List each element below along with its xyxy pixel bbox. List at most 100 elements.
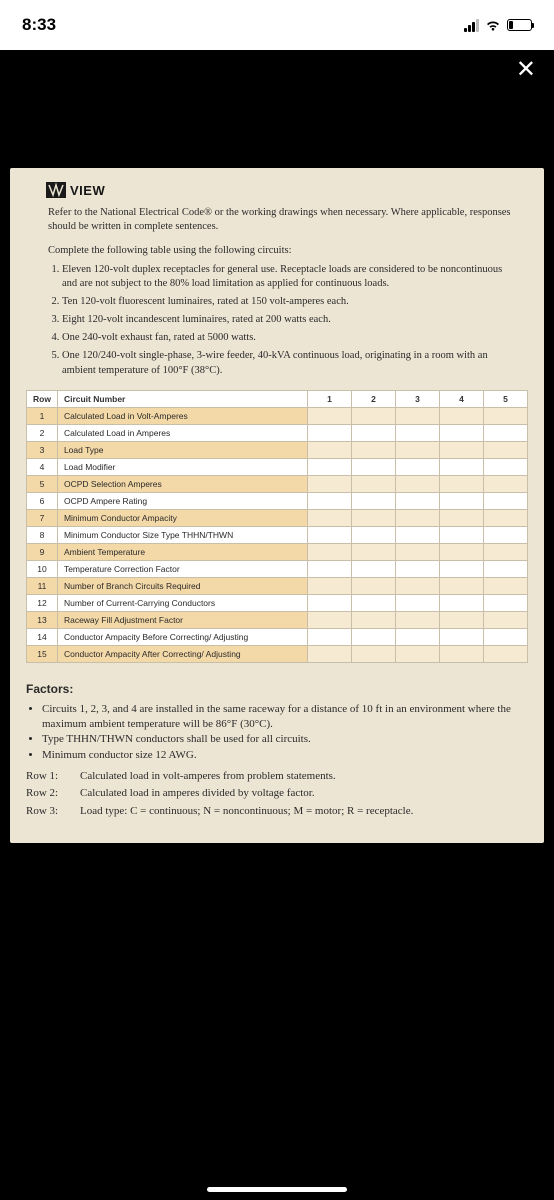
table-row: 7 Minimum Conductor Ampacity — [27, 509, 528, 526]
data-cell — [440, 407, 484, 424]
close-icon[interactable]: ✕ — [516, 55, 536, 84]
data-cell — [308, 628, 352, 645]
row-label: Load Type — [57, 441, 307, 458]
factors-section: Factors: Circuits 1, 2, 3, and 4 are ins… — [26, 681, 528, 820]
data-cell — [352, 458, 396, 475]
data-cell — [308, 492, 352, 509]
table-row: 4 Load Modifier — [27, 458, 528, 475]
logo-text: VIEW — [70, 183, 105, 198]
signal-icon — [464, 19, 479, 32]
data-cell — [396, 594, 440, 611]
data-cell — [396, 645, 440, 662]
table-row: 15 Conductor Ampacity After Correcting/ … — [27, 645, 528, 662]
data-cell — [308, 645, 352, 662]
circuit-item: One 240-volt exhaust fan, rated at 5000 … — [62, 331, 520, 345]
row-number: 13 — [27, 611, 58, 628]
data-cell — [440, 611, 484, 628]
data-cell — [352, 526, 396, 543]
row-label: Temperature Correction Factor — [57, 560, 307, 577]
row-label: Calculated Load in Amperes — [57, 424, 307, 441]
data-cell — [396, 458, 440, 475]
factors-list: Circuits 1, 2, 3, and 4 are installed in… — [26, 702, 528, 764]
data-cell — [396, 560, 440, 577]
table-row: 11 Number of Branch Circuits Required — [27, 577, 528, 594]
data-cell — [484, 560, 528, 577]
data-cell — [352, 424, 396, 441]
row-label: Number of Current-Carrying Conductors — [57, 594, 307, 611]
table-row: 13 Raceway Fill Adjustment Factor — [27, 611, 528, 628]
table-row: 1 Calculated Load in Volt-Amperes — [27, 407, 528, 424]
data-cell — [484, 611, 528, 628]
data-cell — [396, 577, 440, 594]
data-cell — [484, 475, 528, 492]
row-label: Ambient Temperature — [57, 543, 307, 560]
row-number: 9 — [27, 543, 58, 560]
data-cell — [308, 543, 352, 560]
circuit-item: Eleven 120-volt duplex receptacles for g… — [62, 263, 520, 291]
wifi-icon — [485, 19, 501, 32]
status-time: 8:33 — [22, 15, 56, 35]
row-label: Conductor Ampacity After Correcting/ Adj… — [57, 645, 307, 662]
row-number: 5 — [27, 475, 58, 492]
table-row: 3 Load Type — [27, 441, 528, 458]
data-cell — [440, 628, 484, 645]
table-row: 6 OCPD Ampere Rating — [27, 492, 528, 509]
row-label: OCPD Ampere Rating — [57, 492, 307, 509]
row-label: Raceway Fill Adjustment Factor — [57, 611, 307, 628]
data-cell — [352, 594, 396, 611]
data-cell — [352, 475, 396, 492]
status-bar: 8:33 — [0, 0, 554, 50]
data-cell — [308, 509, 352, 526]
data-cell — [484, 441, 528, 458]
data-cell — [308, 441, 352, 458]
document-page[interactable]: VIEW Refer to the National Electrical Co… — [10, 168, 544, 843]
row-number: 6 — [27, 492, 58, 509]
table-body: 1 Calculated Load in Volt-Amperes 2 Calc… — [27, 407, 528, 662]
data-cell — [352, 560, 396, 577]
data-cell — [440, 543, 484, 560]
table-lead: Complete the following table using the f… — [48, 244, 520, 258]
data-cell — [308, 526, 352, 543]
data-cell — [352, 492, 396, 509]
data-cell — [308, 560, 352, 577]
data-cell — [352, 611, 396, 628]
data-cell — [396, 628, 440, 645]
row-exp-label: Row 2: — [26, 786, 70, 801]
factor-item: Circuits 1, 2, 3, and 4 are installed in… — [42, 702, 528, 733]
row-number: 1 — [27, 407, 58, 424]
data-cell — [352, 645, 396, 662]
circuit-list: Eleven 120-volt duplex receptacles for g… — [48, 263, 520, 378]
data-cell — [484, 577, 528, 594]
black-gap — [0, 88, 554, 168]
table-row: 14 Conductor Ampacity Before Correcting/… — [27, 628, 528, 645]
data-cell — [308, 424, 352, 441]
th-col: 5 — [484, 390, 528, 407]
data-cell — [352, 407, 396, 424]
th-col: 2 — [352, 390, 396, 407]
status-right — [464, 19, 532, 32]
row-number: 15 — [27, 645, 58, 662]
factor-item: Minimum conductor size 12 AWG. — [42, 748, 528, 763]
data-cell — [308, 577, 352, 594]
page-header-fragment: VIEW — [46, 182, 528, 198]
data-cell — [308, 475, 352, 492]
data-cell — [396, 492, 440, 509]
table-row: 12 Number of Current-Carrying Conductors — [27, 594, 528, 611]
data-cell — [396, 526, 440, 543]
data-cell — [440, 509, 484, 526]
home-indicator[interactable] — [207, 1187, 347, 1192]
table-row: 10 Temperature Correction Factor — [27, 560, 528, 577]
th-col: 4 — [440, 390, 484, 407]
instructions: Refer to the National Electrical Code® o… — [48, 206, 520, 378]
data-cell — [352, 628, 396, 645]
row-label: Minimum Conductor Ampacity — [57, 509, 307, 526]
data-cell — [440, 594, 484, 611]
data-cell — [352, 577, 396, 594]
data-cell — [440, 577, 484, 594]
data-cell — [484, 628, 528, 645]
data-cell — [396, 611, 440, 628]
table-row: 5 OCPD Selection Amperes — [27, 475, 528, 492]
viewer-toolbar: ✕ — [0, 50, 554, 88]
data-cell — [396, 424, 440, 441]
data-cell — [396, 509, 440, 526]
